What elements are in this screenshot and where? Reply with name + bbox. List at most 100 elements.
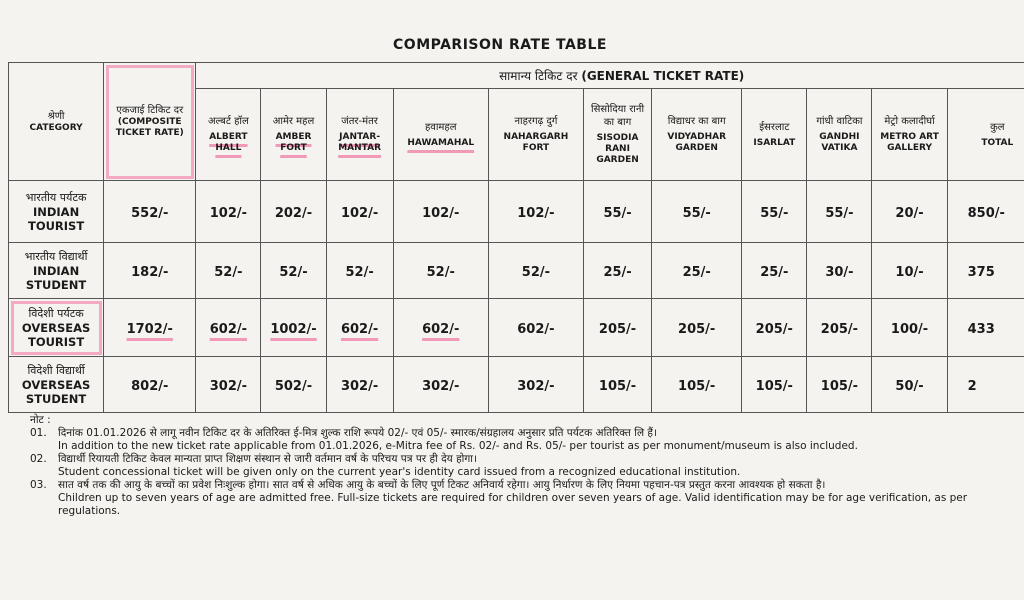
note-en: Student concessional ticket will be give… [58, 466, 741, 478]
cell: 302/- [392, 356, 489, 413]
rate: 100/- [890, 322, 929, 337]
rate: 55/- [603, 206, 632, 221]
general-header: सामान्य टिकिट दर (GENERAL TICKET RATE) [195, 62, 1024, 89]
cell: 25/- [741, 242, 808, 299]
cell: 1002/- [260, 298, 327, 357]
column-en: NAHARGARH FORT [503, 132, 569, 153]
column-header: विद्याधर का बाग VIDYADHAR GARDEN [651, 88, 743, 181]
rate: 105/- [598, 379, 637, 394]
note: 03. सात वर्ष तक की आयु के बच्चों का प्रवे… [30, 479, 1020, 518]
rate: 102/- [422, 206, 460, 221]
row-hi: भारतीय विद्यार्थी [24, 250, 88, 263]
cell: 602/- [487, 298, 585, 357]
column-hi: जंतर-मंतर [341, 116, 378, 127]
rate: 552/- [131, 206, 169, 221]
rate: 102/- [517, 206, 555, 221]
cell: 602/- [195, 298, 262, 357]
rate: 20/- [895, 206, 924, 221]
cell: 52/- [260, 242, 327, 299]
rate: 1702/- [126, 322, 173, 337]
cell: 105/- [582, 356, 653, 413]
column-header: कुल TOTAL [946, 88, 1024, 181]
title: COMPARISON RATE TABLE [393, 37, 607, 53]
column-hi: मेट्रो कलादीर्घा [884, 116, 935, 127]
cell: 205/- [582, 298, 653, 357]
table-row: विदेशी पर्यटक OVERSEAS TOURIST 1702/- 602/-… [7, 298, 1024, 357]
cell: 100/- [871, 298, 948, 357]
cell: 202/- [260, 180, 327, 243]
cell: 1702/- [103, 298, 197, 357]
note-en: Children up to seven years of age are ad… [58, 492, 968, 517]
note-num: 02. [30, 453, 47, 465]
cell: 55/- [741, 180, 808, 243]
rate: 25/- [682, 265, 711, 280]
rate: 55/- [682, 206, 711, 221]
cell: 55/- [651, 180, 743, 243]
row-label: भारतीय विद्यार्थी INDIAN STUDENT [7, 242, 105, 299]
cell: 52/- [392, 242, 489, 299]
table-row: भारतीय विद्यार्थी INDIAN STUDENT 182/- 52/-… [7, 242, 1024, 299]
cell: 52/- [325, 242, 394, 299]
column-header: मेट्रो कलादीर्घा METRO ART GALLERY [871, 88, 948, 181]
column-hi: ईसरलाट [759, 121, 790, 133]
column-header: अल्बर्ट हॉल ALBERT HALL [195, 88, 262, 181]
rate: 102/- [340, 206, 379, 221]
rate: 182/- [131, 265, 169, 280]
rate: 205/- [820, 322, 859, 337]
cell: 802/- [103, 356, 197, 413]
rate: 602/- [517, 322, 555, 337]
composite-en: (COMPOSITE TICKET RATE) [115, 117, 184, 138]
column-en: GANDHI VATIKA [819, 132, 860, 153]
rate: 52/- [521, 265, 551, 280]
rate: 105/- [678, 379, 716, 394]
cell: 502/- [260, 356, 327, 413]
rate: 433 [967, 322, 995, 337]
cell: 10/- [871, 242, 948, 299]
rate: 25/- [760, 265, 789, 280]
column-en: ISARLAT [753, 137, 796, 148]
composite-header: एकजाई टिकिट दर (COMPOSITE TICKET RATE) [103, 62, 197, 181]
rate: 302/- [422, 379, 460, 394]
cell: 105/- [806, 356, 873, 413]
cell: 2 [946, 356, 1024, 413]
rate: 602/- [209, 322, 248, 337]
cell: 105/- [651, 356, 743, 413]
cell: 20/- [871, 180, 948, 243]
cell: 205/- [741, 298, 808, 357]
table-row: भारतीय पर्यटक INDIAN TOURIST 552/- 102/- 202… [7, 180, 1024, 243]
rate-table: श्रेणी CATEGORY एकजाई टिकिट दर (COMPOSITE T… [7, 62, 1024, 413]
column-header: जंतर-मंतर JANTAR-MANTAR [325, 88, 394, 181]
notes-label: नोट : [30, 414, 51, 426]
cell: 850/- [946, 180, 1024, 243]
row-en: OVERSEAS TOURIST [21, 321, 91, 349]
cell: 433 [946, 298, 1024, 357]
column-hi: विद्याधर का बाग [667, 116, 726, 127]
cell: 602/- [325, 298, 394, 357]
column-header: सिसोदिया रानी का बाग SISODIA RANI GARDEN [582, 88, 653, 181]
row-label: भारतीय पर्यटक INDIAN TOURIST [7, 180, 105, 243]
row-label: विदेशी पर्यटक OVERSEAS TOURIST [7, 298, 105, 357]
column-hi: आमेर महल [272, 116, 315, 127]
row-en: INDIAN TOURIST [27, 205, 85, 233]
cell: 25/- [651, 242, 743, 299]
cell: 375 [946, 242, 1024, 299]
cell: 25/- [582, 242, 653, 299]
cell: 102/- [195, 180, 262, 243]
column-en: ALBERT HALL [209, 132, 248, 153]
note-body: विद्यार्थी रियायती टिकिट केवल मान्यता प्… [58, 453, 740, 479]
column-hi: नाहरगढ़ दुर्ग [514, 116, 558, 127]
rate: 502/- [274, 379, 313, 394]
rate: 1002/- [270, 322, 317, 337]
column-en: TOTAL [981, 137, 1014, 148]
rate: 850/- [967, 206, 1005, 221]
note-body: दिनांक 01.01.2026 से लागू नवीन टिकिट दर … [58, 427, 858, 453]
rate: 302/- [340, 379, 379, 394]
note-hi: विद्यार्थी रियायती टिकिट केवल मान्यता प्… [58, 453, 477, 465]
rate: 302/- [517, 379, 555, 394]
note-hi: सात वर्ष तक की आयु के बच्चों का प्रवेश न… [58, 479, 826, 491]
cell: 30/- [806, 242, 873, 299]
rate: 25/- [603, 265, 632, 280]
rate: 375 [967, 265, 995, 280]
category-header: श्रेणी CATEGORY [7, 62, 105, 181]
general-hi: सामान्य टिकिट दर [499, 69, 578, 83]
